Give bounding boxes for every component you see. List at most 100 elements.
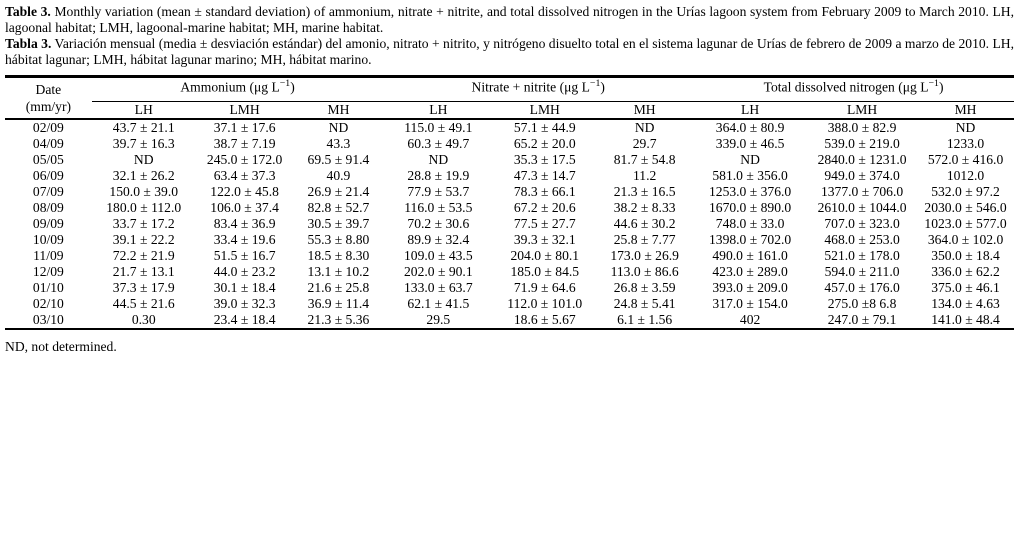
date-cell: 12/09 bbox=[32, 263, 64, 279]
value-cell: 70.2 ± 30.6 bbox=[407, 215, 470, 231]
subheader-ammonium-lh: LH bbox=[91, 101, 196, 120]
value-cell: 748.0 ± 33.0 bbox=[715, 215, 785, 231]
value-cell: 11.2 bbox=[633, 167, 657, 183]
value-cell: 32.1 ± 26.2 bbox=[112, 167, 175, 183]
caption-english-label: Table 3. bbox=[5, 4, 51, 19]
value-cell: 247.0 ± 79.1 bbox=[827, 311, 897, 327]
table-row: 02/09 43.7 ± 21.1 37.1 ± 17.6 ND 115.0 ± 49.… bbox=[5, 119, 1014, 136]
subheader-tdn-mh: MH bbox=[917, 101, 1014, 120]
group-header-ammonium: Ammonium (μg L−1) bbox=[91, 77, 384, 102]
caption-english-text: Monthly variation (mean ± standard devia… bbox=[5, 4, 1014, 35]
value-cell: 21.3 ± 16.5 bbox=[613, 183, 676, 199]
value-cell: 0.30 bbox=[131, 311, 156, 327]
value-cell: 33.4 ± 19.6 bbox=[213, 231, 276, 247]
value-cell: 72.2 ± 21.9 bbox=[112, 247, 175, 263]
value-cell: 18.6 ± 5.67 bbox=[513, 311, 576, 327]
date-column-header: Date (mm/yr) bbox=[5, 76, 92, 120]
value-cell: 106.0 ± 37.4 bbox=[210, 199, 279, 215]
value-cell: 204.0 ± 80.1 bbox=[510, 247, 580, 263]
subheader-ammonium-mh: MH bbox=[293, 101, 384, 120]
value-cell: 539.0 ± 219.0 bbox=[824, 135, 900, 151]
value-cell: 122.0 ± 45.8 bbox=[210, 183, 279, 199]
value-cell: 115.0 ± 49.1 bbox=[404, 119, 473, 135]
value-cell: 89.9 ± 32.4 bbox=[407, 231, 470, 247]
value-cell: 1023.0 ± 577.0 bbox=[924, 215, 1007, 231]
caption-spanish: Tabla 3. Variación mensual (media ± desv… bbox=[5, 36, 1014, 68]
value-cell: 82.8 ± 52.7 bbox=[307, 199, 370, 215]
value-cell: 457.0 ± 176.0 bbox=[824, 279, 900, 295]
value-cell: 707.0 ± 323.0 bbox=[824, 215, 900, 231]
date-cell: 02/10 bbox=[32, 295, 64, 311]
subheader-tdn-lmh: LMH bbox=[807, 101, 918, 120]
value-cell: 47.3 ± 14.7 bbox=[513, 167, 576, 183]
value-cell: 44.0 ± 23.2 bbox=[213, 263, 276, 279]
group-header-nitrate-nitrite: Nitrate + nitrite (μg L−1) bbox=[383, 77, 694, 102]
value-cell: 402 bbox=[739, 311, 761, 327]
value-cell: 35.3 ± 17.5 bbox=[513, 151, 576, 167]
value-cell: 275.0 ±8 6.8 bbox=[827, 295, 897, 311]
table-body: 02/09 43.7 ± 21.1 37.1 ± 17.6 ND 115.0 ± 49.… bbox=[5, 119, 1014, 329]
value-cell: 173.0 ± 26.9 bbox=[610, 247, 679, 263]
subheader-tdn-lh: LH bbox=[693, 101, 808, 120]
group-title-close: ) bbox=[600, 79, 605, 95]
group-title-text: Ammonium (μg L bbox=[180, 79, 280, 95]
value-cell: 36.9 ± 11.4 bbox=[307, 295, 370, 311]
value-cell: 38.7 ± 7.19 bbox=[213, 135, 276, 151]
value-cell: 1233.0 bbox=[946, 135, 985, 151]
subheader-nitrate-mh: MH bbox=[596, 101, 694, 120]
value-cell: 21.3 ± 5.36 bbox=[307, 311, 370, 327]
value-cell: 60.3 ± 49.7 bbox=[407, 135, 470, 151]
data-table: Date (mm/yr) Ammonium (μg L−1) Nitrate +… bbox=[5, 75, 1014, 330]
value-cell: 202.0 ± 90.1 bbox=[404, 263, 473, 279]
caption-spanish-label: Tabla 3. bbox=[5, 36, 52, 51]
value-cell: 388.0 ± 82.9 bbox=[827, 119, 897, 135]
value-cell: 572.0 ± 416.0 bbox=[927, 151, 1004, 167]
value-cell: 594.0 ± 211.0 bbox=[824, 263, 900, 279]
value-cell: ND bbox=[740, 151, 760, 167]
table-footnote: ND, not determined. bbox=[5, 338, 117, 354]
value-cell: 521.0 ± 178.0 bbox=[824, 247, 900, 263]
value-cell: 39.3 ± 32.1 bbox=[513, 231, 576, 247]
group-title-text: Total dissolved nitrogen (μg L bbox=[763, 79, 929, 95]
value-cell: 55.3 ± 8.80 bbox=[307, 231, 370, 247]
value-cell: 69.5 ± 91.4 bbox=[307, 151, 370, 167]
value-cell: 63.4 ± 37.3 bbox=[213, 167, 276, 183]
value-cell: 21.6 ± 25.8 bbox=[307, 279, 370, 295]
value-cell: 2610.0 ± 1044.0 bbox=[817, 199, 907, 215]
value-cell: 29.7 bbox=[632, 135, 657, 151]
value-cell: 28.8 ± 19.9 bbox=[407, 167, 470, 183]
value-cell: 339.0 ± 46.5 bbox=[715, 135, 785, 151]
date-cell: 11/09 bbox=[33, 247, 64, 263]
value-cell: 375.0 ± 46.1 bbox=[931, 279, 1000, 295]
value-cell: 57.1 ± 44.9 bbox=[513, 119, 576, 135]
value-cell: 38.2 ± 8.33 bbox=[613, 199, 676, 215]
value-cell: 39.7 ± 16.3 bbox=[112, 135, 175, 151]
date-cell: 08/09 bbox=[32, 199, 64, 215]
subheader-ammonium-lmh: LMH bbox=[195, 101, 294, 120]
group-title-close: ) bbox=[290, 79, 295, 95]
value-cell: 1670.0 ± 890.0 bbox=[708, 199, 792, 215]
value-cell: 112.0 ± 101.0 bbox=[507, 295, 583, 311]
value-cell: 109.0 ± 43.5 bbox=[404, 247, 473, 263]
table-row: 03/10 0.30 23.4 ± 18.4 21.3 ± 5.36 29.5 18.6 … bbox=[5, 312, 1014, 329]
value-cell: 133.0 ± 63.7 bbox=[404, 279, 473, 295]
value-cell: 44.5 ± 21.6 bbox=[112, 295, 175, 311]
sub-header-row: LH LMH MH LH LMH MH LH LMH MH bbox=[5, 101, 1014, 120]
value-cell: 43.3 bbox=[326, 135, 351, 151]
value-cell: 350.0 ± 18.4 bbox=[931, 247, 1000, 263]
date-cell: 07/09 bbox=[32, 183, 64, 199]
group-title-exponent: −1 bbox=[928, 78, 939, 89]
value-cell: 423.0 ± 289.0 bbox=[712, 263, 788, 279]
group-header-row: Date (mm/yr) Ammonium (μg L−1) Nitrate +… bbox=[5, 76, 1014, 120]
group-title-text: Nitrate + nitrite (μg L bbox=[471, 79, 590, 95]
date-cell: 05/05 bbox=[32, 151, 64, 167]
value-cell: ND bbox=[133, 151, 154, 167]
value-cell: 26.8 ± 3.59 bbox=[613, 279, 676, 295]
value-cell: 532.0 ± 97.2 bbox=[931, 183, 1000, 199]
group-title-exponent: −1 bbox=[589, 78, 601, 89]
date-cell: 01/10 bbox=[32, 279, 64, 295]
value-cell: 113.0 ± 86.6 bbox=[610, 263, 679, 279]
table-row: 02/10 44.5 ± 21.6 39.0 ± 32.3 36.9 ± 11.4 62… bbox=[5, 296, 1014, 312]
value-cell: 67.2 ± 20.6 bbox=[513, 199, 576, 215]
